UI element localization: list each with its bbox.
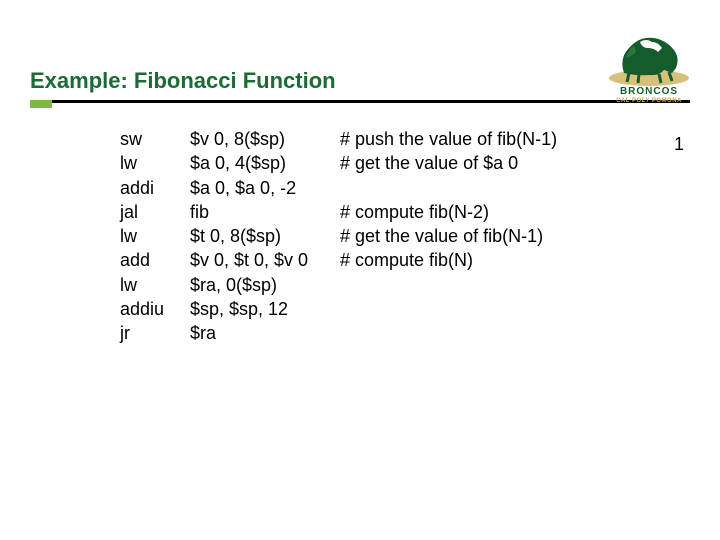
title-rule (30, 100, 690, 103)
code-comment: # get the value of $a 0 (340, 151, 690, 175)
code-op: lw (120, 273, 190, 297)
code-op: addi (120, 176, 190, 200)
school-logo: BRONCOS CAL POLY POMONA (604, 28, 694, 104)
title-accent (30, 100, 52, 108)
code-line: addiu $sp, $sp, 12 (120, 297, 690, 321)
code-comment: # compute fib(N-2) (340, 200, 690, 224)
code-comment: # get the value of fib(N-1) (340, 224, 690, 248)
code-comment (340, 297, 690, 321)
code-op: jr (120, 321, 190, 345)
code-line: jal fib # compute fib(N-2) (120, 200, 690, 224)
code-op: lw (120, 151, 190, 175)
code-line: add $v 0, $t 0, $v 0 # compute fib(N) (120, 248, 690, 272)
code-comment (340, 321, 690, 345)
code-args: $t 0, 8($sp) (190, 224, 340, 248)
code-line: lw $ra, 0($sp) (120, 273, 690, 297)
broncos-horse-icon (604, 28, 694, 88)
slide-title: Example: Fibonacci Function (30, 68, 690, 100)
code-comment (340, 273, 690, 297)
code-op: lw (120, 224, 190, 248)
code-comment: # push the value of fib(N-1) (340, 127, 690, 151)
code-op: jal (120, 200, 190, 224)
code-comment (340, 176, 690, 200)
code-args: fib (190, 200, 340, 224)
code-op: sw (120, 127, 190, 151)
code-op: add (120, 248, 190, 272)
code-op: addiu (120, 297, 190, 321)
code-args: $sp, $sp, 12 (190, 297, 340, 321)
code-block: sw $v 0, 8($sp) # push the value of fib(… (0, 103, 720, 346)
code-args: $a 0, $a 0, -2 (190, 176, 340, 200)
code-args: $ra (190, 321, 340, 345)
code-line: lw $t 0, 8($sp) # get the value of fib(N… (120, 224, 690, 248)
code-args: $a 0, 4($sp) (190, 151, 340, 175)
logo-text-school: CAL POLY POMONA (604, 98, 694, 104)
code-line: sw $v 0, 8($sp) # push the value of fib(… (120, 127, 690, 151)
code-line: addi $a 0, $a 0, -2 (120, 176, 690, 200)
code-args: $v 0, 8($sp) (190, 127, 340, 151)
code-line: jr $ra (120, 321, 690, 345)
code-args: $ra, 0($sp) (190, 273, 340, 297)
code-comment: # compute fib(N) (340, 248, 690, 272)
page-number: 1 (674, 134, 684, 155)
code-args: $v 0, $t 0, $v 0 (190, 248, 340, 272)
code-line: lw $a 0, 4($sp) # get the value of $a 0 (120, 151, 690, 175)
